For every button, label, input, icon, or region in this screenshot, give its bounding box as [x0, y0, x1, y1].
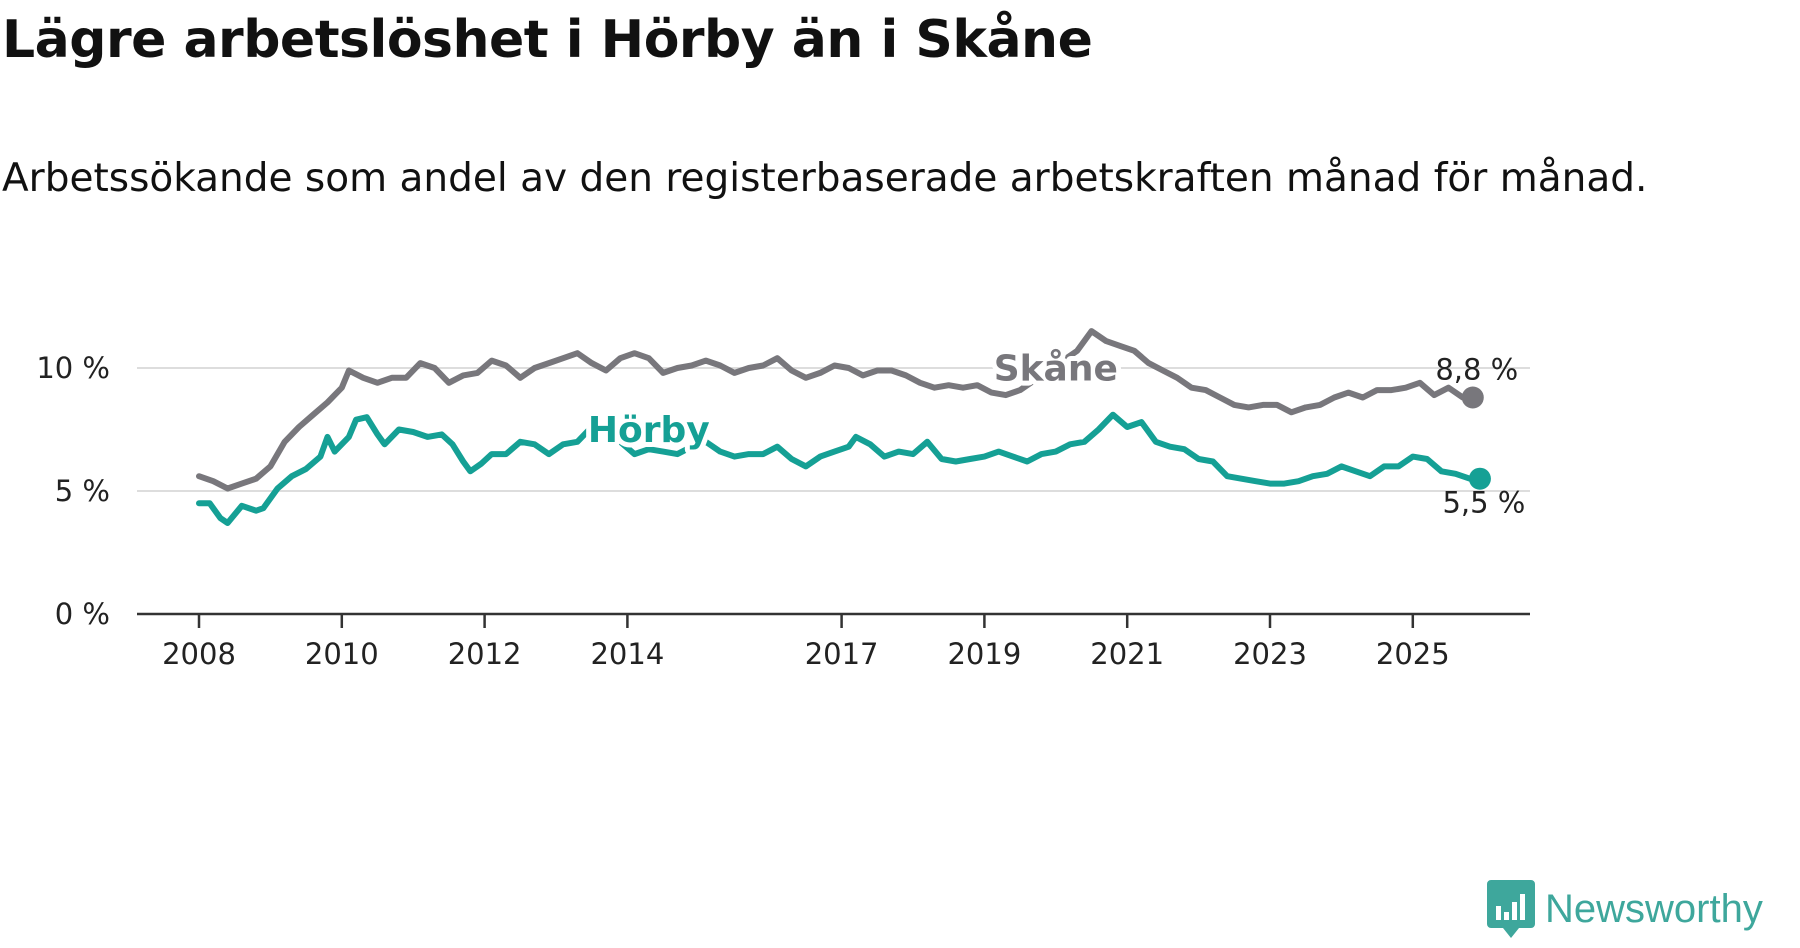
series-lines [196, 328, 1491, 526]
y-tick-label: 10 % [36, 351, 110, 385]
series-end-dot-hrby [1468, 467, 1491, 490]
x-tick-label: 2010 [305, 637, 379, 671]
x-axis-ticks: 2008 2010 2012 2014 2017 2019 2021 2023 2025 [162, 614, 1450, 671]
x-tick-label: 2019 [947, 637, 1021, 671]
series-line-skne [196, 328, 1466, 492]
x-tick-label: 2012 [448, 637, 522, 671]
y-tick-label: 0 % [55, 597, 110, 631]
series-end-dot-skne [1461, 386, 1484, 409]
y-tick-label: 5 % [55, 474, 110, 508]
series-name-label-hrby: Hörby [588, 410, 710, 451]
newsworthy-logo-icon [1487, 880, 1535, 938]
x-tick-label: 2017 [805, 637, 879, 671]
brand-name: Newsworthy [1545, 886, 1763, 931]
chart-subtitle: Arbetssökande som andel av den registerb… [2, 156, 1648, 201]
newsworthy-logo: Newsworthy [1487, 880, 1763, 938]
x-tick-label: 2021 [1090, 637, 1164, 671]
y-axis-ticks: 0 % 5 % 10 % [36, 351, 110, 631]
x-tick-label: 2023 [1233, 637, 1307, 671]
x-tick-label: 2008 [162, 637, 236, 671]
series-name-label-skne: Skåne [994, 348, 1118, 389]
x-tick-label: 2025 [1376, 637, 1450, 671]
series-labels: 8,8 % 5,5 % Skåne Hörby [583, 343, 1525, 520]
end-value-label-skne: 8,8 % [1435, 353, 1518, 387]
chart-title: Lägre arbetslöshet i Hörby än i Skåne [2, 10, 1093, 70]
end-value-label-hrby: 5,5 % [1442, 486, 1525, 520]
series-line-hrby [196, 411, 1473, 526]
x-tick-label: 2014 [590, 637, 664, 671]
